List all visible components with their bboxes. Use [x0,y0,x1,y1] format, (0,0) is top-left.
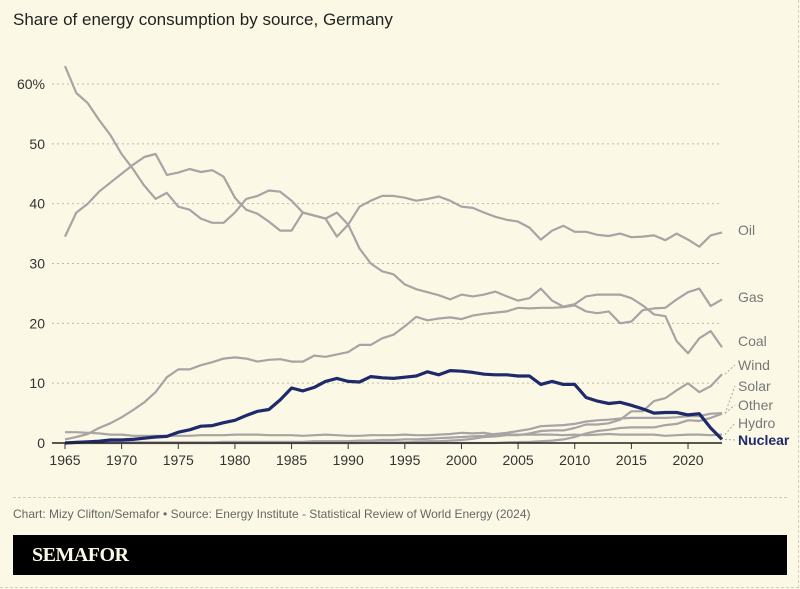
series-label-other: Other [738,397,773,413]
x-tick-label: 2000 [446,452,477,468]
x-tick-label: 1975 [163,452,194,468]
series-label-wind: Wind [738,357,770,373]
series-label-solar: Solar [738,378,771,394]
footer-divider [13,497,787,498]
label-leader [724,385,736,414]
series-line-wind [65,373,723,445]
x-tick-label: 1980 [219,452,250,468]
series-label-coal: Coal [738,333,767,349]
chart-title: Share of energy consumption by source, G… [13,10,393,29]
x-tick-label: 2015 [616,452,647,468]
x-tick-label: 1970 [106,452,137,468]
series-label-nuclear: Nuclear [738,432,790,448]
line-chart: 0 10 20 30 40 50 60% 1965 1970 1975 1980 1985 1990 19… [17,65,790,468]
x-tick-label: 2010 [559,452,590,468]
label-leader [724,438,736,441]
series-label-gas: Gas [738,289,764,305]
y-tick-label: 20 [29,315,45,331]
label-leader [724,422,736,435]
series-label-hydro: Hydro [738,415,776,431]
y-tick-label: 60% [17,76,45,92]
series-line-oil [64,152,723,248]
x-tick-label: 2020 [672,452,703,468]
y-tick-label: 0 [37,435,45,451]
x-tick-label: 1965 [49,452,80,468]
series-line-nuclear [64,369,724,445]
series-line-coal [63,65,723,355]
series-line-gas [64,287,723,441]
y-tick-label: 10 [29,375,45,391]
x-tick-label: 2005 [503,452,534,468]
label-leader [724,364,736,375]
series-line-hydro [65,431,723,437]
brand-bar: SEMAFOR [13,535,787,575]
x-tick-label: 1995 [389,452,420,468]
y-tick-label: 30 [29,256,45,272]
semafor-logo: SEMAFOR [32,544,129,566]
y-tick-label: 50 [29,136,45,152]
y-tick-label: 40 [29,196,45,212]
series-label-oil: Oil [738,222,755,238]
x-tick-label: 1985 [276,452,307,468]
source-note: Chart: Mizy Clifton/Semafor • Source: En… [13,507,531,521]
x-tick-label: 1990 [333,452,364,468]
